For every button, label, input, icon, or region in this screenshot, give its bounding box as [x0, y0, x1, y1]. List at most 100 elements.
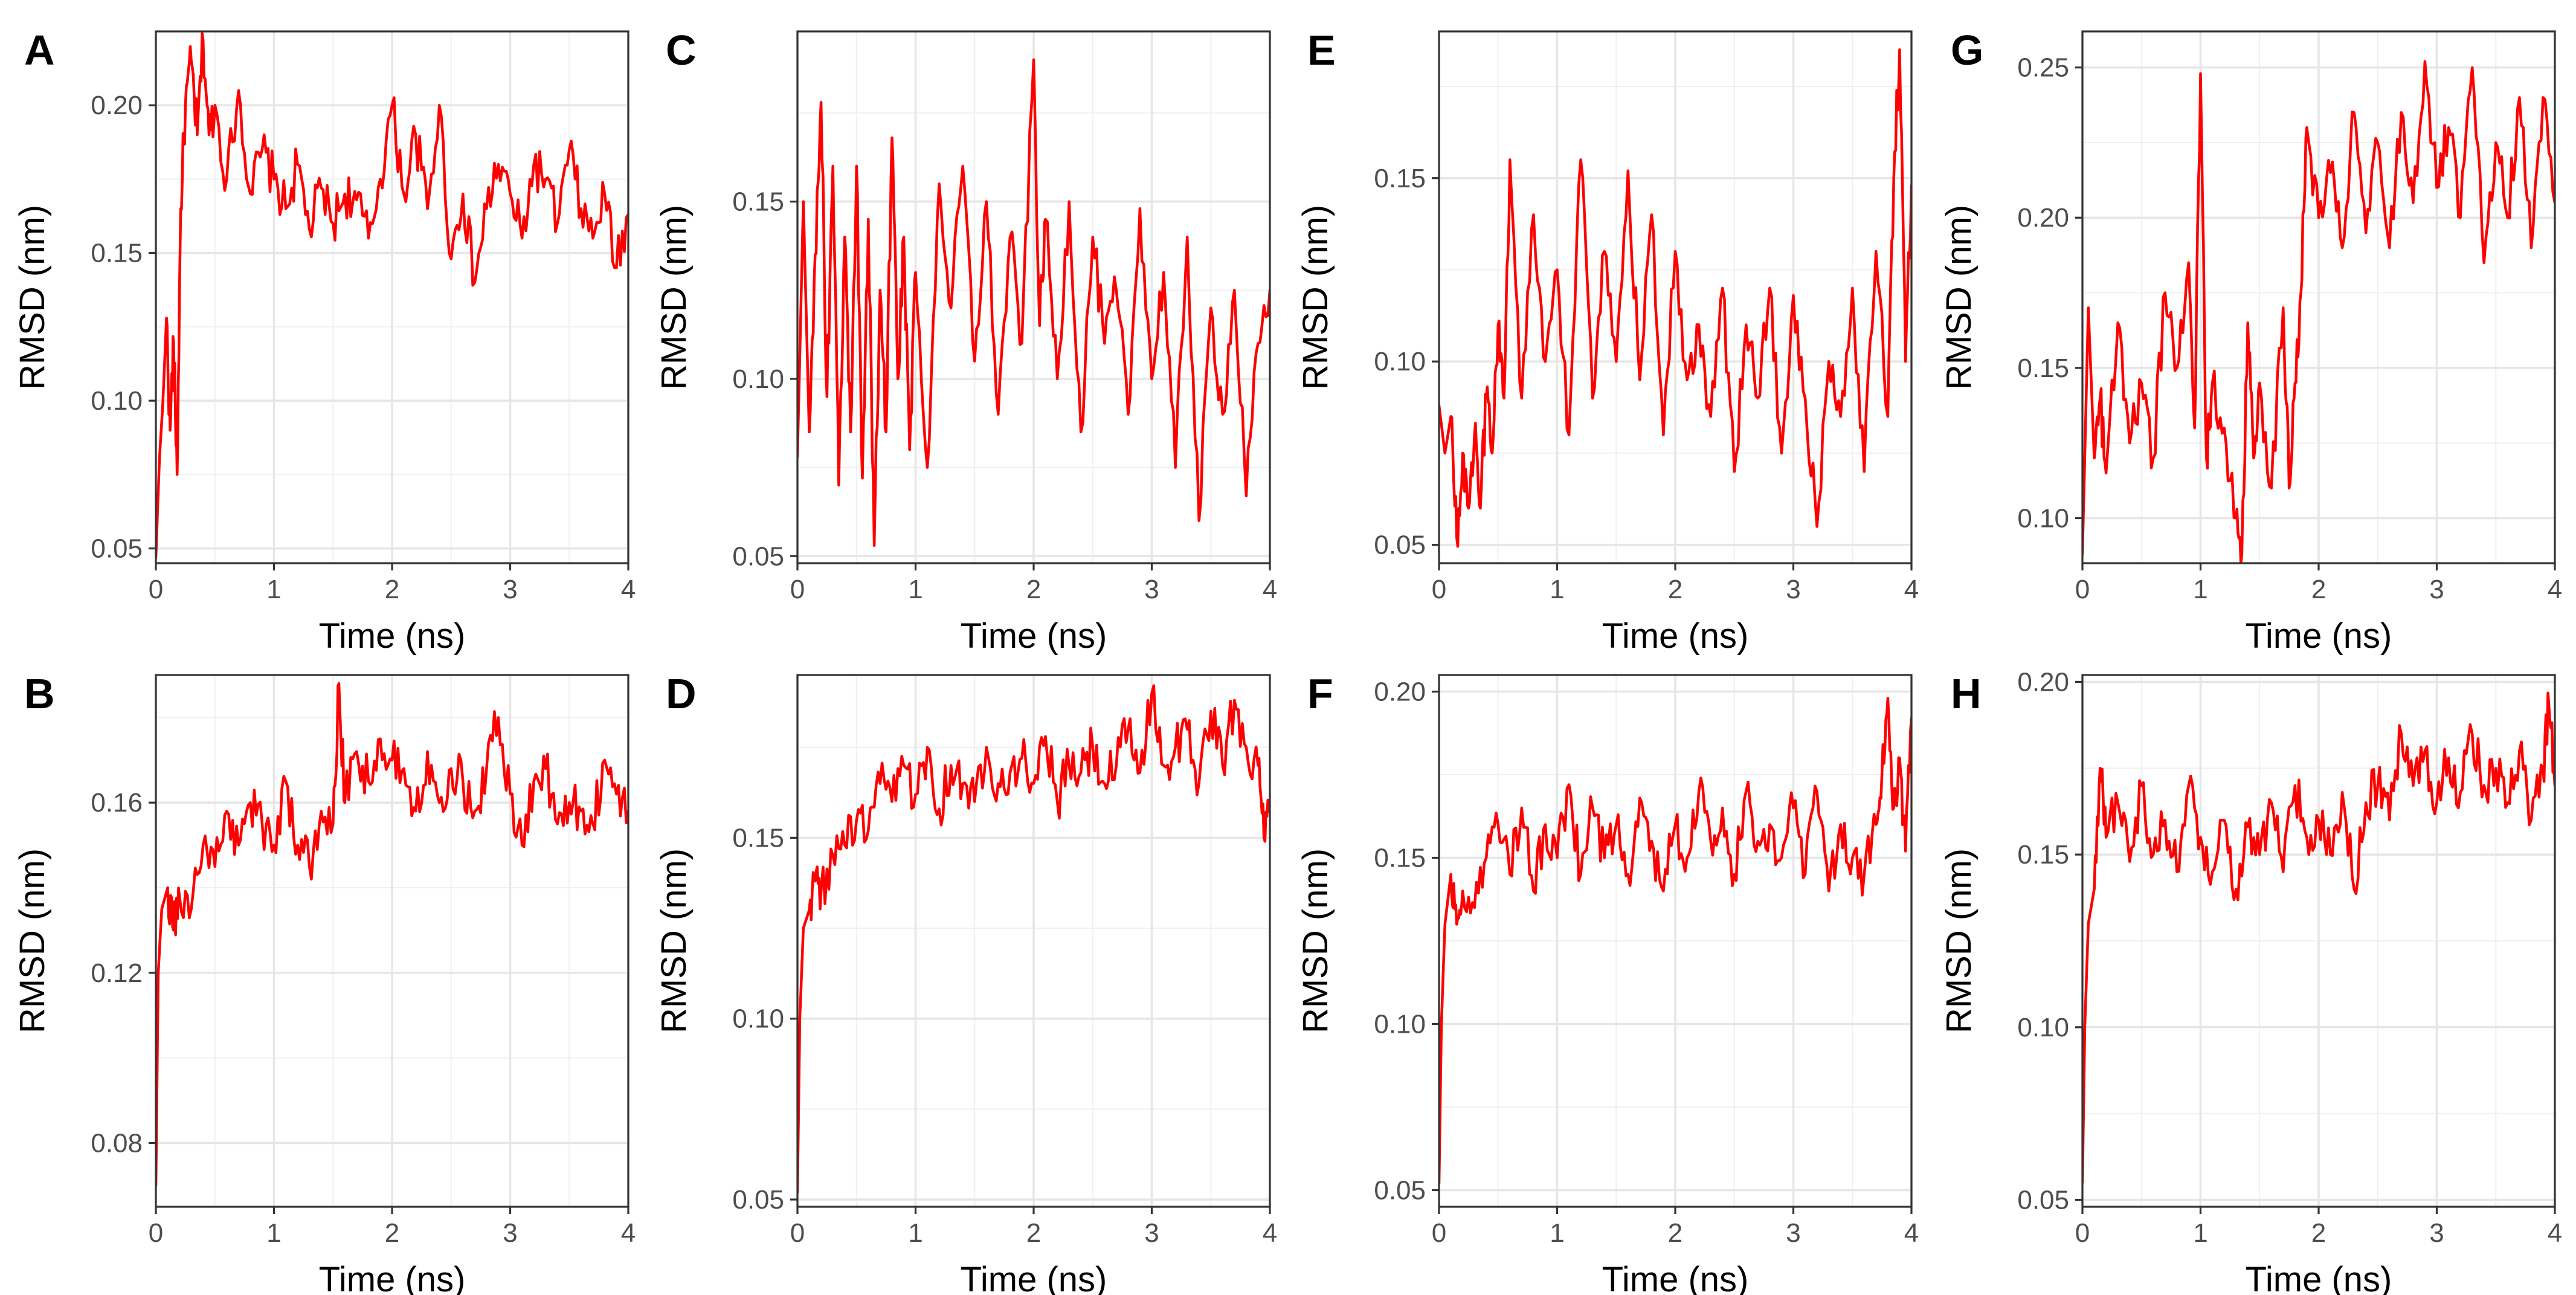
y-tick-label: 0.08 — [91, 1128, 143, 1158]
y-tick-label: 0.20 — [91, 91, 143, 120]
y-axis-label: RMSD (nm) — [1939, 848, 1979, 1033]
x-axis-label: Time (ns) — [319, 1260, 466, 1295]
panel-a: 0 1 2 3 4 0.05 0.10 0.15 0.20 Time (ns) RMSD (nm) A — [13, 27, 636, 656]
x-axis-label: Time (ns) — [2246, 616, 2392, 656]
panel-g: 0 1 2 3 4 0.10 0.15 0.20 0.25 Time (ns) RMSD (nm) G — [1939, 27, 2562, 656]
rmsd-series-line — [1439, 48, 1911, 548]
x-tick-label: 4 — [621, 1218, 636, 1248]
x-tick-label: 2 — [1026, 1218, 1041, 1248]
y-tick-label: 0.15 — [1374, 164, 1426, 193]
x-tick-label: 2 — [385, 1218, 399, 1248]
x-axis-label: Time (ns) — [319, 616, 466, 656]
y-tick-label: 0.25 — [2017, 53, 2069, 83]
x-tick-label: 3 — [503, 575, 517, 604]
y-tick-label: 0.10 — [1374, 347, 1426, 376]
y-tick-label: 0.12 — [91, 958, 143, 988]
y-axis-label: RMSD (nm) — [1296, 205, 1335, 390]
y-tick-label: 0.20 — [1374, 677, 1426, 707]
y-tick-label: 0.20 — [2017, 667, 2069, 697]
x-tick-label: 3 — [2429, 575, 2444, 604]
panel-c: 0 1 2 3 4 0.05 0.10 0.15 Time (ns) RMSD (nm) C — [654, 27, 1277, 656]
x-tick-label: 2 — [1668, 1218, 1682, 1248]
y-tick-label: 0.05 — [1374, 531, 1426, 560]
x-tick-label: 0 — [149, 1218, 163, 1248]
y-tick-label: 0.15 — [732, 187, 784, 217]
x-tick-label: 4 — [1263, 575, 1277, 604]
panel-letter: E — [1307, 27, 1336, 74]
y-tick-label: 0.10 — [732, 364, 784, 394]
y-tick-label: 0.16 — [91, 788, 143, 818]
x-axis-label: Time (ns) — [2246, 1260, 2392, 1295]
x-tick-label: 2 — [2311, 575, 2326, 604]
x-tick-label: 1 — [2193, 575, 2207, 604]
y-axis-label: RMSD (nm) — [654, 205, 694, 390]
x-tick-label: 1 — [908, 575, 923, 604]
y-axis-label: RMSD (nm) — [13, 205, 52, 390]
x-tick-label: 1 — [266, 575, 281, 604]
x-tick-label: 2 — [1026, 575, 1041, 604]
y-tick-label: 0.15 — [91, 239, 143, 268]
y-tick-label: 0.15 — [2017, 354, 2069, 383]
y-tick-label: 0.10 — [732, 1004, 784, 1034]
y-axis-label: RMSD (nm) — [1296, 848, 1335, 1033]
x-tick-label: 2 — [1668, 575, 1682, 604]
panel-letter: H — [1951, 670, 1982, 717]
x-tick-label: 0 — [2075, 1218, 2090, 1248]
y-tick-label: 0.10 — [1374, 1010, 1426, 1039]
x-tick-label: 1 — [1550, 575, 1564, 604]
y-tick-label: 0.05 — [732, 1185, 784, 1215]
y-tick-label: 0.10 — [91, 386, 143, 416]
y-axis-label: RMSD (nm) — [13, 848, 52, 1033]
x-tick-label: 3 — [1786, 575, 1800, 604]
x-tick-label: 1 — [266, 1218, 281, 1248]
x-tick-label: 4 — [621, 575, 636, 604]
y-tick-label: 0.10 — [2017, 503, 2069, 533]
x-axis-label: Time (ns) — [1602, 616, 1749, 656]
x-tick-label: 3 — [1144, 1218, 1159, 1248]
x-tick-label: 0 — [790, 575, 805, 604]
x-tick-label: 1 — [2193, 1218, 2207, 1248]
x-axis-label: Time (ns) — [961, 616, 1107, 656]
x-tick-label: 1 — [1550, 1218, 1564, 1248]
panel-f: 0 1 2 3 4 0.05 0.10 0.15 0.20 Time (ns) RMSD (nm) F — [1296, 670, 1919, 1295]
panel-letter: C — [666, 27, 697, 74]
x-tick-label: 4 — [2548, 575, 2562, 604]
x-tick-label: 0 — [2075, 575, 2090, 604]
y-tick-label: 0.05 — [2017, 1186, 2069, 1215]
y-tick-label: 0.15 — [2017, 840, 2069, 870]
x-tick-label: 0 — [1432, 1218, 1446, 1248]
y-tick-label: 0.05 — [91, 534, 143, 564]
rmsd-series-line — [2082, 60, 2555, 563]
y-tick-label: 0.05 — [732, 541, 784, 571]
y-tick-label: 0.15 — [1374, 844, 1426, 873]
panel-d: 0 1 2 3 4 0.05 0.10 0.15 Time (ns) RMSD (nm) D — [654, 670, 1277, 1295]
rmsd-series-line — [797, 58, 1270, 547]
x-tick-label: 3 — [1144, 575, 1159, 604]
x-tick-label: 4 — [1904, 575, 1919, 604]
panel-h: 0 1 2 3 4 0.05 0.10 0.15 0.20 Time (ns) RMSD (nm) H — [1939, 667, 2562, 1295]
panel-letter: D — [666, 670, 697, 717]
y-tick-label: 0.15 — [732, 823, 784, 853]
x-tick-label: 0 — [1432, 575, 1446, 604]
rmsd-series-line — [156, 31, 628, 559]
panel-letter: B — [24, 670, 55, 717]
y-tick-label: 0.10 — [2017, 1013, 2069, 1042]
y-tick-label: 0.05 — [1374, 1176, 1426, 1206]
y-tick-label: 0.20 — [2017, 203, 2069, 233]
x-tick-label: 2 — [2311, 1218, 2326, 1248]
panel-b: 0 1 2 3 4 0.08 0.12 0.16 Time (ns) RMSD (nm) B — [13, 670, 636, 1295]
rmsd-series-line — [1439, 697, 1911, 1185]
rmsd-series-line — [2082, 691, 2555, 1184]
x-tick-label: 4 — [1904, 1218, 1919, 1248]
x-tick-label: 4 — [2548, 1218, 2562, 1248]
x-axis-label: Time (ns) — [961, 1260, 1107, 1295]
y-axis-label: RMSD (nm) — [654, 848, 694, 1033]
x-axis-label: Time (ns) — [1602, 1260, 1749, 1295]
x-tick-label: 4 — [1263, 1218, 1277, 1248]
panel-e: 0 1 2 3 4 0.05 0.10 0.15 Time (ns) RMSD (nm) E — [1296, 27, 1919, 656]
x-tick-label: 2 — [385, 575, 399, 604]
x-tick-label: 3 — [503, 1218, 517, 1248]
panel-letter: G — [1951, 27, 1983, 74]
x-tick-label: 1 — [908, 1218, 923, 1248]
